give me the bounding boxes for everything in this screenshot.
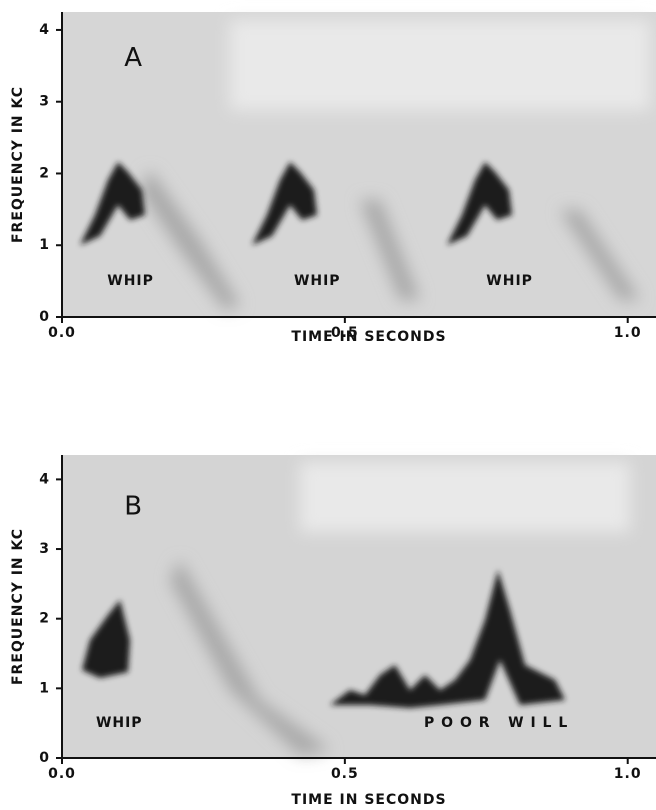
x-tick-label: 0.5 <box>331 766 359 782</box>
x-axis-label: TIME IN SECONDS <box>291 329 446 345</box>
x-tick-label: 1.0 <box>614 325 642 341</box>
y-tick-label: 0 <box>39 750 50 766</box>
y-tick-label: 1 <box>39 237 50 253</box>
noise <box>230 20 650 532</box>
y-tick-label: 2 <box>39 165 50 181</box>
y-tick-label: 3 <box>39 94 50 110</box>
y-tick-label: 0 <box>39 309 50 325</box>
annotation: WHIP <box>107 273 154 289</box>
y-tick-label: 4 <box>39 471 50 487</box>
y-axis-label: FREQUENCY IN KC <box>10 528 26 685</box>
whip-blobs <box>80 162 565 708</box>
y-tick-label: 3 <box>39 541 50 557</box>
x-tick-label: 1.0 <box>614 766 642 782</box>
annotation: WHIP <box>294 273 341 289</box>
x-tick-label: 0.0 <box>48 766 76 782</box>
y-tick-label: 4 <box>39 22 50 38</box>
annotation: A <box>124 43 143 73</box>
x-tick-label: 0.5 <box>331 325 359 341</box>
y-tick-label: 2 <box>39 611 50 627</box>
y-tick-label: 1 <box>39 680 50 696</box>
x-tick-label: 0.0 <box>48 325 76 341</box>
annotation: WHIP <box>96 715 143 731</box>
annotation: P O O R W I L L <box>424 715 568 731</box>
annotation: WHIP <box>486 273 533 289</box>
x-axis-label: TIME IN SECONDS <box>291 792 446 808</box>
faint-sweeps <box>140 170 640 755</box>
annotation: B <box>124 492 143 522</box>
y-axis-label: FREQUENCY IN KC <box>10 86 26 243</box>
